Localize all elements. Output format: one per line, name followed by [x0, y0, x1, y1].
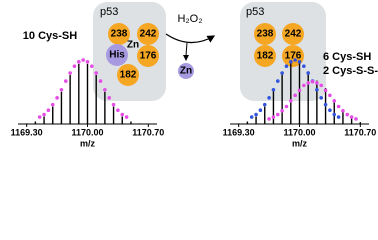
fit-dot	[302, 83, 306, 88]
fit-dot	[280, 71, 284, 75]
fit-dot	[271, 115, 276, 119]
fit-dot	[42, 112, 46, 117]
fit-dot	[46, 108, 51, 113]
x-axis-label: m/z	[292, 138, 308, 147]
fit-dot	[254, 112, 258, 117]
fit-dot	[258, 108, 263, 113]
reaction-arrow	[165, 33, 216, 44]
his-label: His	[109, 50, 125, 61]
fit-dot	[284, 104, 289, 109]
fit-dot	[323, 88, 328, 93]
residue	[282, 23, 304, 45]
fit-dot	[293, 58, 297, 62]
x-tick-label: 1169.30	[223, 127, 255, 137]
fit-dot	[72, 64, 77, 68]
fit-dot	[85, 60, 90, 64]
residue	[137, 23, 159, 45]
his-residue	[106, 44, 128, 66]
x-tick-label: 1170.70	[132, 127, 164, 137]
protein-name: p53	[100, 6, 118, 18]
residue-label: 238	[257, 29, 274, 40]
fit-dot	[77, 60, 81, 64]
fit-dot	[55, 96, 59, 100]
fit-dot	[336, 104, 341, 109]
residue	[254, 45, 276, 67]
zn-ion-label: Zn	[180, 66, 192, 77]
fit-dot	[354, 117, 358, 121]
x-tick-label: 1170.00	[71, 127, 103, 137]
fit-dot	[323, 102, 328, 107]
x-tick-label: 1169.30	[11, 127, 43, 137]
state-label: 2 Cys-S-S-Cys	[323, 65, 378, 77]
fit-dot	[107, 96, 112, 100]
x-axis-label: m/z	[80, 138, 96, 147]
residue	[108, 23, 130, 45]
fit-dot	[315, 81, 319, 85]
fit-dot	[90, 64, 94, 68]
reagent: H₂O₂	[177, 13, 202, 25]
fit-dot	[297, 88, 302, 93]
fit-dot	[297, 60, 302, 64]
fit-dot	[332, 99, 337, 103]
fit-dot	[81, 58, 85, 62]
fit-dot	[349, 115, 354, 119]
fit-dot	[267, 117, 271, 121]
fit-dot	[306, 81, 310, 85]
fit-dot	[50, 102, 55, 107]
residue-label: 242	[285, 29, 302, 40]
fit-dot	[98, 79, 103, 83]
fit-dot	[275, 79, 280, 83]
fit-dot	[68, 71, 72, 75]
zn-label: Zn	[127, 40, 139, 51]
fit-dot	[315, 87, 319, 92]
fit-dot	[336, 115, 341, 119]
fit-dot	[63, 79, 68, 83]
fit-dot	[103, 87, 107, 92]
fit-dot	[275, 112, 280, 117]
fit-dot	[267, 96, 271, 100]
fit-dot	[59, 87, 64, 92]
fit-dot	[332, 112, 337, 117]
fit-dot	[37, 115, 42, 119]
residue-label: 238	[111, 29, 128, 40]
residue-label: 182	[257, 51, 274, 62]
fit-dot	[111, 102, 116, 107]
state-label: 6 Cys-SH	[323, 51, 371, 63]
fit-dot	[94, 71, 98, 75]
fit-dot	[289, 99, 293, 103]
fit-dot	[271, 87, 276, 92]
fit-dot	[302, 64, 306, 68]
fit-dot	[262, 102, 267, 107]
fit-dot	[310, 79, 315, 84]
residue	[137, 45, 159, 67]
fit-dot	[124, 115, 129, 119]
fit-dot	[116, 108, 120, 113]
zn-ion	[178, 63, 194, 79]
residue-label: 182	[120, 70, 137, 81]
fit-dot	[328, 108, 332, 113]
x-tick-label: 1170.70	[344, 127, 376, 137]
fit-dot	[280, 109, 284, 113]
fit-dot	[319, 83, 324, 88]
residue	[254, 23, 276, 45]
residue-label: 176	[140, 51, 157, 62]
fit-dot	[284, 64, 289, 68]
figure: p53 238 242 176 182 His Zn p53 238 242 1…	[11, 2, 378, 147]
state-label: 10 Cys-SH	[23, 30, 77, 42]
fit-dot	[306, 71, 310, 75]
fit-dot	[341, 109, 345, 113]
fit-dot	[289, 60, 293, 64]
fit-dot	[345, 112, 350, 117]
release-arrow	[183, 42, 190, 61]
fit-dot	[293, 93, 297, 98]
fit-dot	[319, 96, 324, 100]
fit-dot	[328, 93, 332, 98]
fit-dot	[120, 112, 125, 117]
x-tick-label: 1170.00	[283, 127, 315, 137]
residue-label: 242	[140, 29, 157, 40]
residue-label: 176	[285, 51, 302, 62]
fit-dot	[249, 115, 254, 119]
protein-name: p53	[246, 6, 264, 18]
residue	[117, 64, 139, 86]
